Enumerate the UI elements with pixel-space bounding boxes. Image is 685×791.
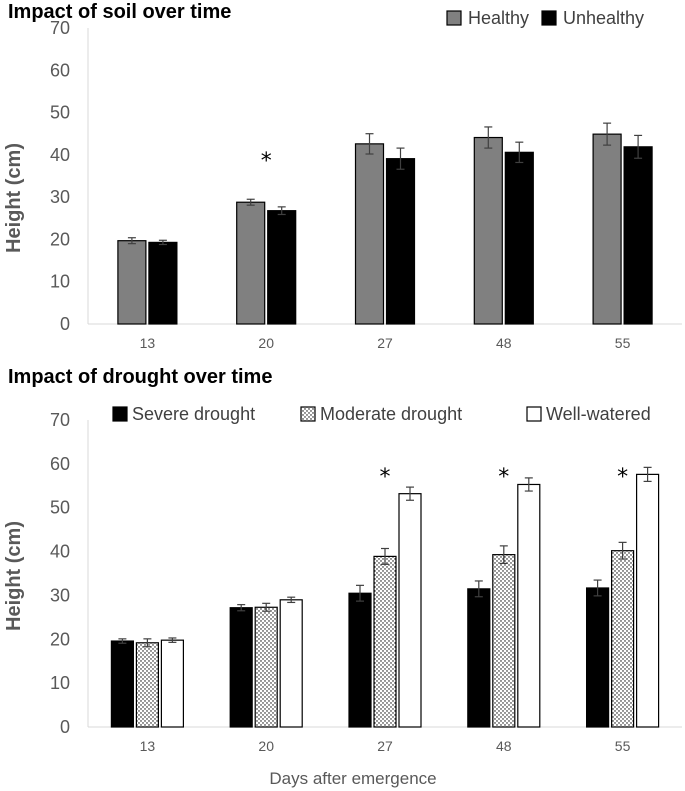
bar xyxy=(610,550,635,728)
drought-chart: Impact of drought over time Height (cm) … xyxy=(3,366,682,788)
bar xyxy=(373,555,397,728)
x-tick-label: 55 xyxy=(615,335,631,351)
bar xyxy=(148,241,178,325)
bar xyxy=(585,587,610,728)
legend-label: Well-watered xyxy=(546,404,651,424)
legend-swatch xyxy=(541,10,557,26)
legend-label: Moderate drought xyxy=(320,404,462,424)
bar xyxy=(267,210,297,325)
y-tick-label: 40 xyxy=(50,542,70,562)
y-tick-label: 30 xyxy=(50,187,70,207)
significance-marker: * xyxy=(498,465,509,490)
soil-chart-bars: * xyxy=(117,122,653,325)
drought-chart-title: Impact of drought over time xyxy=(8,366,272,388)
x-tick-label: 48 xyxy=(496,738,512,754)
significance-marker: * xyxy=(617,465,628,490)
x-tick-label: 55 xyxy=(615,738,631,754)
legend-swatch xyxy=(300,406,316,422)
soil-chart-axes: 0 10 20 30 40 50 60 70 13 20 27 48 55 xyxy=(50,18,682,351)
bar xyxy=(117,240,147,325)
x-tick-label: 48 xyxy=(496,335,512,351)
legend-label: Severe drought xyxy=(132,404,255,424)
legend-label: Healthy xyxy=(468,8,529,28)
y-tick-label: 0 xyxy=(60,314,70,334)
legend-swatch xyxy=(446,10,462,26)
bar xyxy=(592,133,622,325)
bar xyxy=(354,143,385,325)
drought-chart-bars: * * * xyxy=(110,465,660,728)
x-tick-label: 13 xyxy=(140,335,156,351)
bar xyxy=(135,642,159,728)
drought-chart-xlabel: Days after emergence xyxy=(269,769,436,788)
y-tick-label: 70 xyxy=(50,410,70,430)
y-tick-label: 50 xyxy=(50,498,70,518)
x-tick-label: 20 xyxy=(258,335,274,351)
x-tick-label: 27 xyxy=(377,335,393,351)
bar xyxy=(160,639,184,728)
y-tick-label: 50 xyxy=(50,103,70,123)
x-tick-label: 27 xyxy=(377,738,393,754)
bar xyxy=(492,554,516,728)
bar xyxy=(229,607,253,728)
drought-chart-ylabel: Height (cm) xyxy=(3,521,25,631)
significance-marker: * xyxy=(261,149,272,174)
x-tick-label: 13 xyxy=(140,738,156,754)
y-tick-label: 10 xyxy=(50,272,70,292)
bar xyxy=(254,606,278,728)
bar xyxy=(504,151,534,325)
soil-chart-title: Impact of soil over time xyxy=(8,1,231,23)
x-tick-label: 20 xyxy=(258,738,274,754)
bar xyxy=(623,146,653,325)
y-tick-label: 20 xyxy=(50,629,70,649)
y-tick-label: 70 xyxy=(50,18,70,38)
significance-marker: * xyxy=(380,465,391,490)
drought-chart-legend: Severe drought Moderate drought Well-water… xyxy=(112,404,651,424)
y-tick-label: 40 xyxy=(50,145,70,165)
y-tick-label: 30 xyxy=(50,585,70,605)
bar xyxy=(110,640,135,728)
y-tick-label: 10 xyxy=(50,673,70,693)
bar xyxy=(467,588,491,728)
bar xyxy=(385,158,416,325)
bar xyxy=(279,599,303,728)
bar xyxy=(236,201,266,325)
soil-chart-ylabel: Height (cm) xyxy=(3,143,25,253)
legend-label: Unhealthy xyxy=(563,8,644,28)
bar xyxy=(635,473,660,728)
y-tick-label: 60 xyxy=(50,60,70,80)
y-tick-label: 60 xyxy=(50,454,70,474)
legend-swatch xyxy=(526,406,542,422)
legend-swatch xyxy=(112,406,128,422)
y-tick-label: 20 xyxy=(50,229,70,249)
soil-chart-legend: Healthy Unhealthy xyxy=(446,8,644,28)
bar xyxy=(398,493,422,728)
y-tick-label: 0 xyxy=(60,717,70,737)
bar xyxy=(473,136,503,325)
bar xyxy=(517,483,541,728)
soil-chart: Impact of soil over time Height (cm) 0 10… xyxy=(3,1,682,351)
bar xyxy=(348,592,372,728)
